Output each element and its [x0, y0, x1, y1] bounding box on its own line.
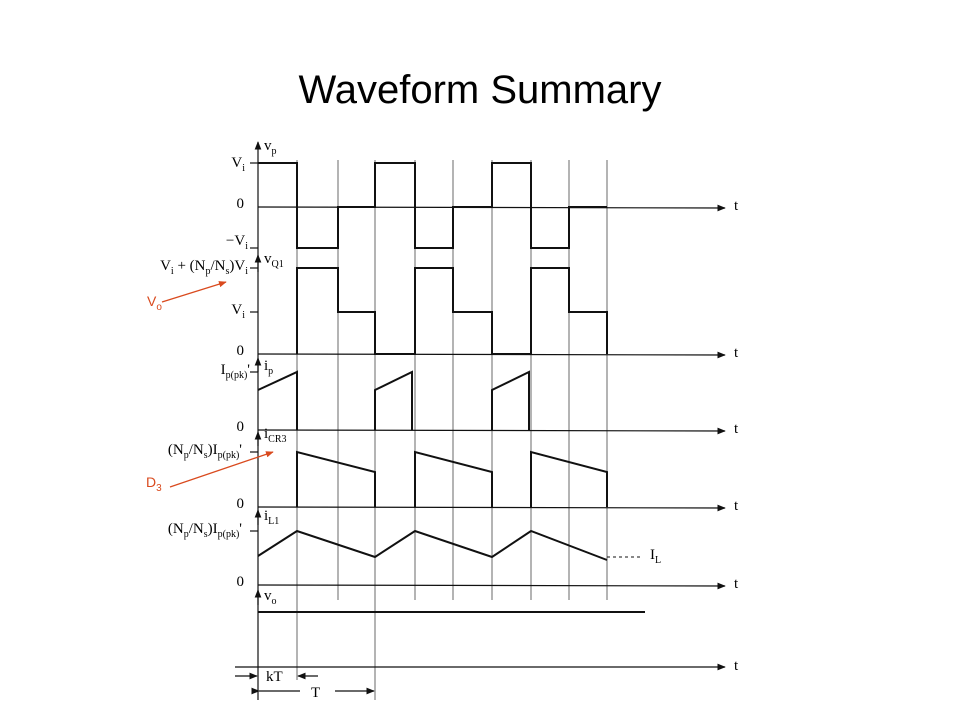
waveform-label-part: V [160, 258, 171, 274]
waveform-label: 0 [237, 196, 245, 212]
waveform-label-part: ' [239, 442, 242, 458]
annotation: Vo [147, 293, 162, 313]
waveform-label-part: p(pk) [226, 370, 248, 381]
annotation: D3 [146, 474, 162, 494]
waveform-label: vp [264, 138, 277, 157]
waveform-label-part: V [231, 302, 242, 318]
waveform-label: 0 [237, 574, 245, 590]
waveform-label: 0 [237, 419, 245, 435]
waveform-label: t [734, 198, 739, 214]
waveform-label-part: i [264, 508, 268, 524]
waveform-label-part: s [225, 266, 229, 277]
waveform-label-part: /N [189, 521, 204, 537]
waveform-label-part: t [734, 658, 739, 674]
waveform-label-part: 0 [237, 343, 245, 359]
annotation-part: V [147, 293, 157, 309]
waveform-label-part: L1 [268, 516, 279, 527]
waveform-label-part: p(pk) [218, 450, 240, 461]
annotation-part: o [156, 302, 162, 313]
waveform-label-part: ' [247, 362, 250, 378]
waveform-label-part: 0 [237, 419, 245, 435]
waveform-label: Vi [231, 302, 245, 321]
waveform-label: IL [650, 547, 661, 566]
waveform-label: iCR3 [264, 426, 287, 445]
waveform-label: Ip(pk)' [221, 362, 251, 381]
waveform-label-part: p [184, 529, 189, 540]
waveform-label-part: 0 [237, 496, 245, 512]
waveform-label-part: I [650, 547, 655, 563]
waveform-label-part: p [268, 366, 273, 377]
waveform-label: 0 [237, 343, 245, 359]
waveform-label: t [734, 345, 739, 361]
waveform-label-part: )I [208, 442, 218, 458]
waveform-label-part: Q1 [272, 259, 284, 270]
waveform-label-part: i [264, 358, 268, 374]
waveform-label-part: i [245, 241, 248, 252]
waveform-label-part: p [184, 450, 189, 461]
waveform-label-part: i [171, 266, 174, 277]
waveform-label-part: V [231, 155, 242, 171]
waveform-label-part: p [205, 266, 210, 277]
annotation-part: D [146, 474, 156, 490]
waveform-label: vo [264, 588, 277, 607]
waveform-label-part: )I [208, 521, 218, 537]
waveform-label-part: 0 [237, 574, 245, 590]
waveform-label: t [734, 421, 739, 437]
waveform-label: Vi [231, 155, 245, 174]
waveform-label: vQ1 [264, 251, 284, 270]
slide-title: Waveform Summary [298, 68, 661, 112]
waveform-label-part: + (N [174, 258, 206, 274]
waveform-label: iL1 [264, 508, 279, 527]
waveform-label-part: p(pk) [218, 529, 240, 540]
waveform-label-part: kT [266, 669, 283, 685]
waveform-label-part: )V [229, 258, 245, 274]
waveform-label-part: −V [226, 233, 245, 249]
waveform-label: kT [266, 669, 283, 685]
waveform-label-part: v [264, 138, 272, 154]
waveform-label-part: /N [210, 258, 225, 274]
waveform-label-part: t [734, 421, 739, 437]
waveform-label-part: s [204, 450, 208, 461]
waveform-label-part: p [272, 146, 277, 157]
waveform-label-part: s [204, 529, 208, 540]
annotation-part: 3 [156, 483, 162, 494]
waveform-label: t [734, 576, 739, 592]
waveform-label: Vi + (Np/Ns)Vi [160, 258, 248, 277]
waveform-label-part: t [734, 198, 739, 214]
waveform-label: t [734, 498, 739, 514]
waveform-label-part: /N [189, 442, 204, 458]
waveform-label: (Np/Ns)Ip(pk)' [168, 442, 242, 461]
waveform-label: (Np/Ns)Ip(pk)' [168, 521, 242, 540]
waveform-label-part: v [264, 251, 272, 267]
waveform-label: T [311, 685, 320, 701]
waveform-label-part: L [655, 555, 661, 566]
waveform-label: t [734, 658, 739, 674]
waveform-label-part: o [272, 596, 277, 607]
waveform-label-part: t [734, 498, 739, 514]
waveform-label-part: i [245, 266, 248, 277]
waveform-label-part: 0 [237, 196, 245, 212]
waveform-label-part: v [264, 588, 272, 604]
waveform-label: −Vi [226, 233, 248, 252]
waveform-label-part: ' [239, 521, 242, 537]
waveform-label: 0 [237, 496, 245, 512]
waveform-label-part: i [242, 310, 245, 321]
waveform-label-part: i [242, 163, 245, 174]
diagram-lines [161, 141, 726, 700]
waveform-label: ip [264, 358, 273, 377]
waveform-label-part: (N [168, 442, 184, 458]
waveform-label-part: T [311, 685, 320, 701]
waveform-label-part: t [734, 576, 739, 592]
waveform-label-part: t [734, 345, 739, 361]
waveform-label-part: I [221, 362, 226, 378]
waveform-label-part: (N [168, 521, 184, 537]
waveform-label-part: i [264, 426, 268, 442]
waveform-label-part: CR3 [268, 434, 286, 445]
